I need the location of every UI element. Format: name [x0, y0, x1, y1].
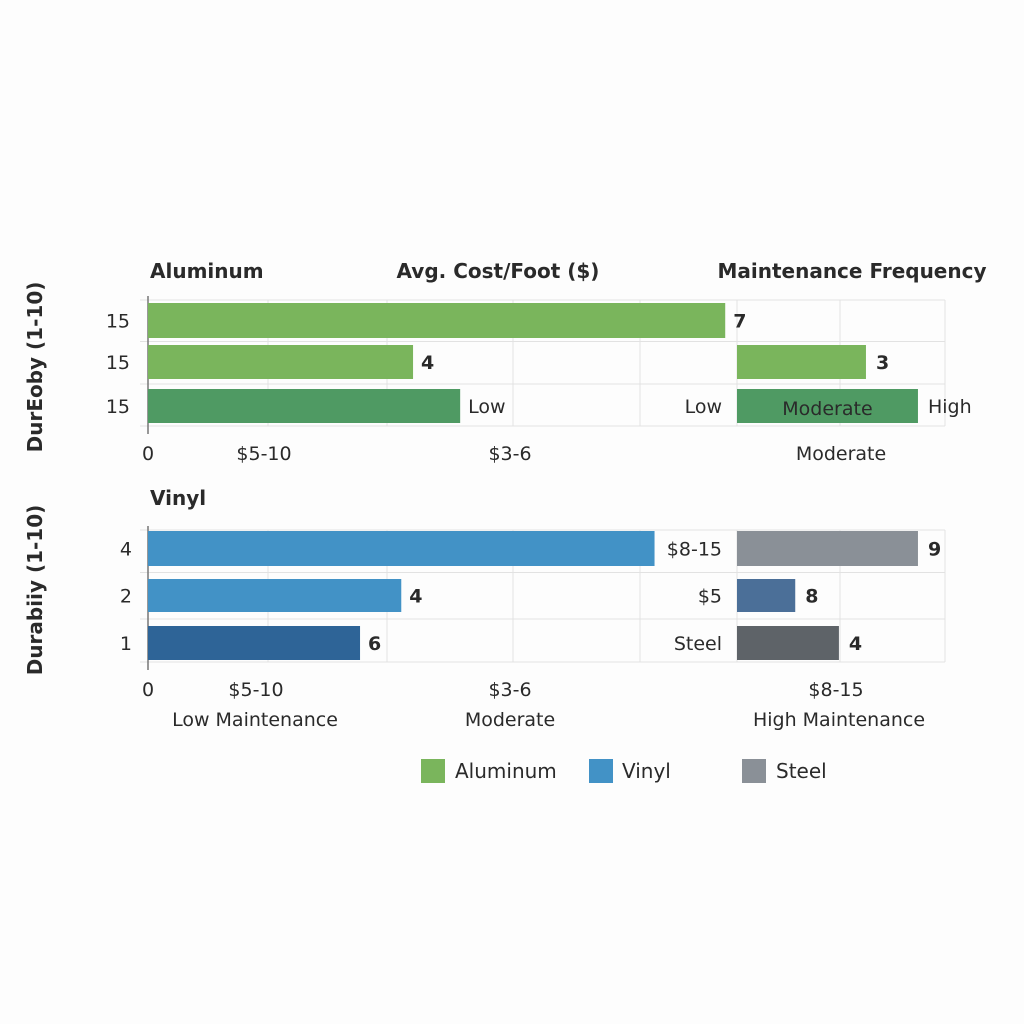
x-tick-label: $8-15	[808, 679, 863, 701]
y-tick-label: 15	[106, 311, 130, 333]
x-tick-label: Moderate	[796, 443, 886, 465]
cost-data-label: 4	[421, 352, 434, 374]
maintenance-inner-label: Moderate	[782, 398, 872, 420]
cost-bar	[148, 579, 402, 612]
maintenance-data-label: 3	[876, 352, 889, 374]
legend-label-steel: Steel	[776, 759, 827, 783]
y-tick-label: 15	[106, 396, 130, 418]
x-tick-label-category: High Maintenance	[753, 709, 925, 731]
maintenance-bar	[737, 345, 866, 379]
cost-bar	[148, 531, 655, 566]
cost-bar	[148, 345, 414, 379]
cost-data-label: 4	[409, 586, 422, 608]
y-tick-label: 4	[120, 539, 132, 561]
maintenance-data-label: 9	[928, 539, 941, 561]
maintenance-bar	[737, 389, 918, 423]
maintenance-data-label: 4	[849, 633, 862, 655]
x-tick-label: 0	[142, 443, 154, 465]
maintenance-bar	[737, 531, 918, 566]
cost-header: Avg. Cost/Foot ($)	[397, 259, 600, 283]
maintenance-bar	[737, 579, 796, 612]
maintenance-header: Maintenance Frequency	[717, 259, 986, 283]
legend-swatch-steel	[742, 759, 766, 783]
x-tick-label: $3-6	[488, 443, 531, 465]
y-tick-label: 1	[120, 633, 132, 655]
legend-label-vinyl: Vinyl	[622, 759, 671, 783]
panel-title: Aluminum	[150, 259, 264, 283]
panel-title: Vinyl	[150, 486, 206, 510]
legend-swatch-aluminum	[421, 759, 445, 783]
maintenance-bar	[737, 626, 839, 660]
x-tick-label-category: Low Maintenance	[172, 709, 338, 731]
x-tick-label-category: Moderate	[465, 709, 555, 731]
x-tick-label: 0	[142, 679, 154, 701]
y-tick-label: 15	[106, 352, 130, 374]
maintenance-data-label: High	[928, 396, 972, 418]
cost-bar	[148, 626, 361, 660]
cost-annotation: Steel	[674, 633, 722, 655]
legend-swatch-vinyl	[589, 759, 613, 783]
cost-data-label: 7	[733, 311, 746, 333]
y-tick-label: 2	[120, 586, 132, 608]
cost-annotation: $8-15	[667, 539, 722, 561]
maintenance-data-label: 8	[805, 586, 818, 608]
x-tick-label: $5-10	[236, 443, 291, 465]
y-axis-label: DurEoby (1-10)	[23, 282, 47, 453]
x-tick-label: $5-10	[228, 679, 283, 701]
cost-bar	[148, 389, 461, 423]
cost-bar	[148, 303, 726, 338]
y-axis-label: Durabiiy (1-10)	[23, 505, 47, 676]
cost-data-label: 6	[368, 633, 381, 655]
x-tick-label: $3-6	[488, 679, 531, 701]
cost-data-label: Low	[468, 396, 505, 418]
legend-label-aluminum: Aluminum	[455, 759, 557, 783]
cost-annotation: $5	[698, 586, 722, 608]
cost-annotation: Low	[685, 396, 722, 418]
